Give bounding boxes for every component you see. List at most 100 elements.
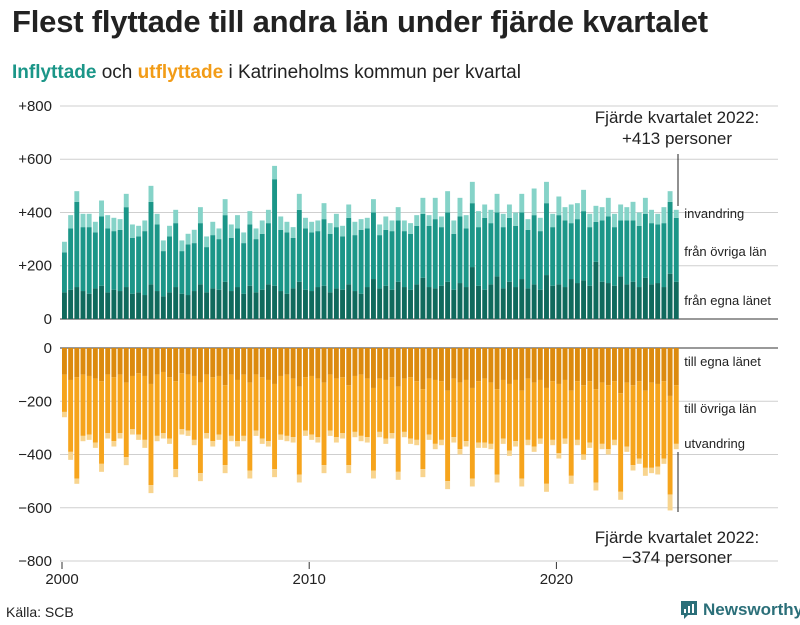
bar-out-utvandring <box>235 441 240 447</box>
bar-out-ovriga-lan <box>364 378 370 438</box>
bar-out-ovriga-lan <box>556 383 562 454</box>
bar-out-egna-lanet <box>154 348 160 375</box>
bar-in-egna-lanet <box>519 279 525 319</box>
bar-in-ovriga-lan <box>216 239 222 290</box>
bar-in-invandring <box>482 204 488 218</box>
bar-out-egna-lanet <box>228 348 234 375</box>
bar-in-invandring <box>303 217 308 229</box>
bar-in-egna-lanet <box>327 292 333 319</box>
bar-out-utvandring <box>401 431 407 438</box>
bar-in-ovriga-lan <box>92 232 98 289</box>
bar-in-invandring <box>117 219 123 230</box>
bar-out-egna-lanet <box>340 348 345 378</box>
bar-out-egna-lanet <box>574 348 580 382</box>
y-tick-label: 0 <box>44 340 52 357</box>
bar-out-egna-lanet <box>667 348 673 396</box>
bar-in-invandring <box>556 196 562 216</box>
bar-out-egna-lanet <box>142 348 148 376</box>
bar-out-ovriga-lan <box>185 374 191 431</box>
bar-in-ovriga-lan <box>432 219 438 289</box>
bar-out-ovriga-lan <box>228 374 234 436</box>
bar-out-egna-lanet <box>605 348 611 386</box>
bar-in-invandring <box>167 225 172 237</box>
bar-in-egna-lanet <box>389 289 395 319</box>
bar-in-egna-lanet <box>525 288 531 319</box>
bar-in-egna-lanet <box>352 291 358 319</box>
bar-out-egna-lanet <box>568 348 574 391</box>
bar-out-utvandring <box>605 449 611 455</box>
bar-out-egna-lanet <box>179 348 185 374</box>
bar-out-utvandring <box>148 485 154 494</box>
bar-in-invandring <box>123 193 129 208</box>
bar-in-ovriga-lan <box>438 227 444 286</box>
bar-out-ovriga-lan <box>179 373 185 430</box>
bar-out-utvandring <box>333 437 339 443</box>
bar-out-egna-lanet <box>476 348 481 382</box>
bar-in-invandring <box>99 200 104 217</box>
bar-out-ovriga-lan <box>574 381 580 440</box>
bar-in-ovriga-lan <box>272 179 278 286</box>
bar-in-egna-lanet <box>272 285 278 319</box>
annotation-out-line2: −374 personer <box>622 548 732 567</box>
bar-out-utvandring <box>649 467 654 474</box>
bar-in-invandring <box>68 215 74 229</box>
bar-in-ovriga-lan <box>247 224 253 286</box>
bar-in-ovriga-lan <box>333 227 339 289</box>
bar-out-egna-lanet <box>309 348 315 376</box>
bar-out-egna-lanet <box>352 348 358 376</box>
bar-in-invandring <box>506 204 512 218</box>
bar-out-utvandring <box>420 469 426 478</box>
bar-out-egna-lanet <box>303 348 308 378</box>
bar-out-utvandring <box>457 449 463 455</box>
bar-out-utvandring <box>618 491 624 500</box>
bar-in-ovriga-lan <box>469 203 475 268</box>
bar-in-invandring <box>241 232 247 244</box>
bar-in-invandring <box>630 201 636 221</box>
bar-in-invandring <box>228 224 234 238</box>
bar-in-egna-lanet <box>160 296 166 319</box>
bar-in-ovriga-lan <box>179 251 185 294</box>
bar-in-egna-lanet <box>581 280 587 319</box>
bar-in-egna-lanet <box>136 292 142 319</box>
bar-out-ovriga-lan <box>142 375 148 440</box>
bar-in-invandring <box>284 221 290 233</box>
x-tick-label: 2000 <box>45 571 78 588</box>
bar-in-ovriga-lan <box>340 236 345 290</box>
bar-in-egna-lanet <box>377 288 383 319</box>
bar-in-ovriga-lan <box>667 201 673 274</box>
bar-out-utvandring <box>167 438 172 444</box>
bar-out-egna-lanet <box>92 348 98 379</box>
bar-out-ovriga-lan <box>197 382 203 474</box>
bar-out-egna-lanet <box>327 348 333 375</box>
bar-in-egna-lanet <box>303 289 308 319</box>
bar-out-egna-lanet <box>333 348 339 379</box>
bar-in-egna-lanet <box>129 293 135 319</box>
bar-out-utvandring <box>228 435 234 442</box>
bar-in-ovriga-lan <box>581 211 587 281</box>
bar-out-utvandring <box>222 465 228 474</box>
bar-in-egna-lanet <box>432 288 438 319</box>
bar-in-ovriga-lan <box>655 224 661 284</box>
bar-out-egna-lanet <box>265 348 271 380</box>
bar-in-invandring <box>309 221 315 233</box>
bar-out-ovriga-lan <box>587 381 593 443</box>
bar-out-utvandring <box>519 478 525 487</box>
bar-out-ovriga-lan <box>296 386 302 475</box>
bar-in-egna-lanet <box>92 288 98 319</box>
series-label: från övriga län <box>684 244 766 259</box>
bar-in-egna-lanet <box>618 276 624 319</box>
bar-in-egna-lanet <box>259 289 265 319</box>
bar-in-ovriga-lan <box>513 225 519 288</box>
bar-out-ovriga-lan <box>494 389 500 475</box>
bar-out-egna-lanet <box>519 348 525 391</box>
bar-in-egna-lanet <box>99 285 104 319</box>
bar-out-utvandring <box>117 433 123 439</box>
bar-in-invandring <box>364 217 370 229</box>
bar-in-egna-lanet <box>111 289 117 319</box>
bar-in-invandring <box>352 221 358 236</box>
bar-out-utvandring <box>408 438 413 444</box>
bar-in-egna-lanet <box>235 287 240 319</box>
bar-in-egna-lanet <box>630 281 636 319</box>
bar-out-utvandring <box>426 434 432 440</box>
bar-out-ovriga-lan <box>154 374 160 436</box>
